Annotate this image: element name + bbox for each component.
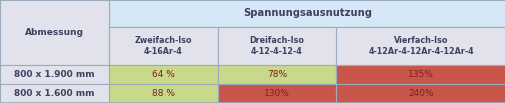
Text: Abmessung: Abmessung <box>25 28 84 37</box>
Text: Vierfach-Iso
4-12Ar-4-12Ar-4-12Ar-4: Vierfach-Iso 4-12Ar-4-12Ar-4-12Ar-4 <box>368 36 473 56</box>
Text: 78%: 78% <box>267 70 286 79</box>
Text: 135%: 135% <box>408 70 433 79</box>
Bar <box>336 65 505 84</box>
Bar <box>109 65 217 84</box>
Bar <box>0 0 109 65</box>
Bar <box>217 65 336 84</box>
Text: 800 x 1.900 mm: 800 x 1.900 mm <box>14 70 94 79</box>
Bar <box>336 84 505 103</box>
Text: Dreifach-Iso
4-12-4-12-4: Dreifach-Iso 4-12-4-12-4 <box>249 36 304 56</box>
Bar <box>336 27 505 65</box>
Bar <box>109 27 217 65</box>
Bar <box>0 65 109 84</box>
Text: 88 %: 88 % <box>152 89 174 98</box>
Text: Spannungsausnutzung: Spannungsausnutzung <box>242 8 371 18</box>
Bar <box>109 0 505 27</box>
Bar <box>217 84 336 103</box>
Text: 800 x 1.600 mm: 800 x 1.600 mm <box>14 89 94 98</box>
Text: 64 %: 64 % <box>152 70 174 79</box>
Text: 240%: 240% <box>408 89 433 98</box>
Bar <box>217 27 336 65</box>
Bar <box>109 84 217 103</box>
Text: 130%: 130% <box>264 89 289 98</box>
Bar <box>0 84 109 103</box>
Text: Zweifach-Iso
4-16Ar-4: Zweifach-Iso 4-16Ar-4 <box>134 36 191 56</box>
